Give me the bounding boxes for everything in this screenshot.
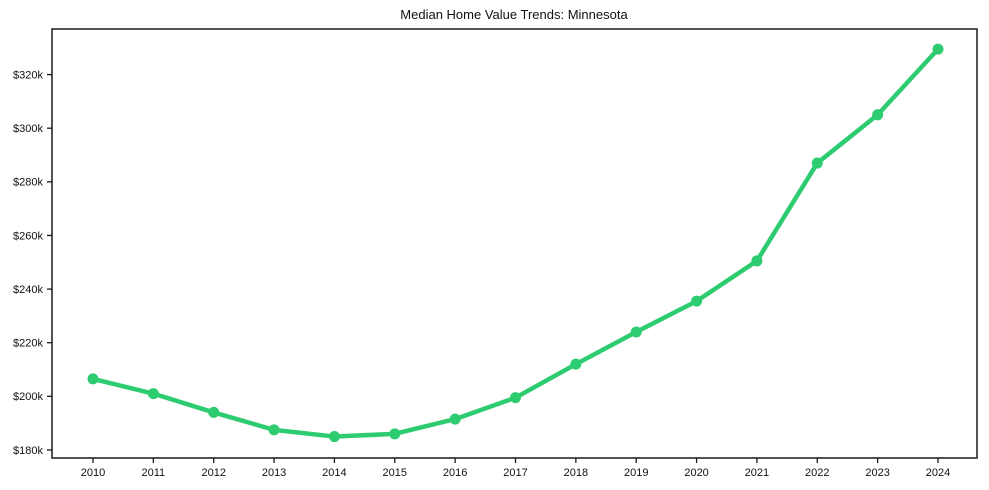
data-point-marker-2018 bbox=[570, 358, 582, 370]
y-tick-label: $180k bbox=[13, 445, 43, 457]
x-tick-label: 2018 bbox=[564, 467, 588, 479]
data-point-marker-2024 bbox=[932, 43, 944, 55]
trend-line bbox=[90, 46, 941, 439]
data-point-marker-2013 bbox=[268, 424, 280, 436]
y-tick-label: $200k bbox=[13, 391, 43, 403]
data-point-marker-2016 bbox=[449, 413, 461, 425]
plot-border bbox=[51, 28, 978, 459]
data-point-marker-2019 bbox=[630, 326, 642, 338]
data-point-marker-2022 bbox=[811, 157, 823, 169]
x-tick-label: 2017 bbox=[503, 467, 527, 479]
x-tick-label: 2021 bbox=[745, 467, 769, 479]
x-tick-label: 2016 bbox=[443, 467, 467, 479]
y-tick-label: $280k bbox=[13, 177, 43, 189]
data-point-marker-2023 bbox=[872, 109, 884, 121]
x-tick-label: 2010 bbox=[81, 467, 105, 479]
x-tick-label: 2011 bbox=[142, 467, 166, 479]
y-tick-label: $220k bbox=[13, 338, 43, 350]
x-tick-label: 2019 bbox=[624, 467, 648, 479]
y-tick-label: $240k bbox=[13, 284, 43, 296]
data-point-marker-2011 bbox=[147, 388, 159, 400]
y-tick-label: $320k bbox=[13, 69, 43, 81]
data-point-marker-2015 bbox=[389, 428, 401, 440]
x-tick-label: 2024 bbox=[926, 467, 950, 479]
x-tick-label: 2015 bbox=[383, 467, 407, 479]
x-tick-label: 2022 bbox=[805, 467, 829, 479]
x-tick-label: 2014 bbox=[322, 467, 346, 479]
data-point-marker-2021 bbox=[751, 255, 763, 267]
x-tick-label: 2023 bbox=[865, 467, 889, 479]
data-point-marker-2012 bbox=[208, 406, 220, 418]
x-tick-label: 2020 bbox=[684, 467, 708, 479]
plot-area: $180k $200k $220k $240k $260k $280k $300k $320k… bbox=[13, 28, 978, 479]
data-point-marker-2014 bbox=[328, 431, 340, 443]
x-tick-label: 2012 bbox=[201, 467, 225, 479]
chart-title: Median Home Value Trends: Minnesota bbox=[400, 7, 628, 22]
data-point-marker-2010 bbox=[87, 373, 99, 385]
x-tick-label: 2013 bbox=[262, 467, 286, 479]
data-point-marker-2020 bbox=[691, 295, 703, 307]
data-point-marker-2017 bbox=[510, 392, 521, 404]
y-tick-label: $300k bbox=[13, 123, 43, 135]
y-tick-label: $260k bbox=[13, 230, 43, 242]
